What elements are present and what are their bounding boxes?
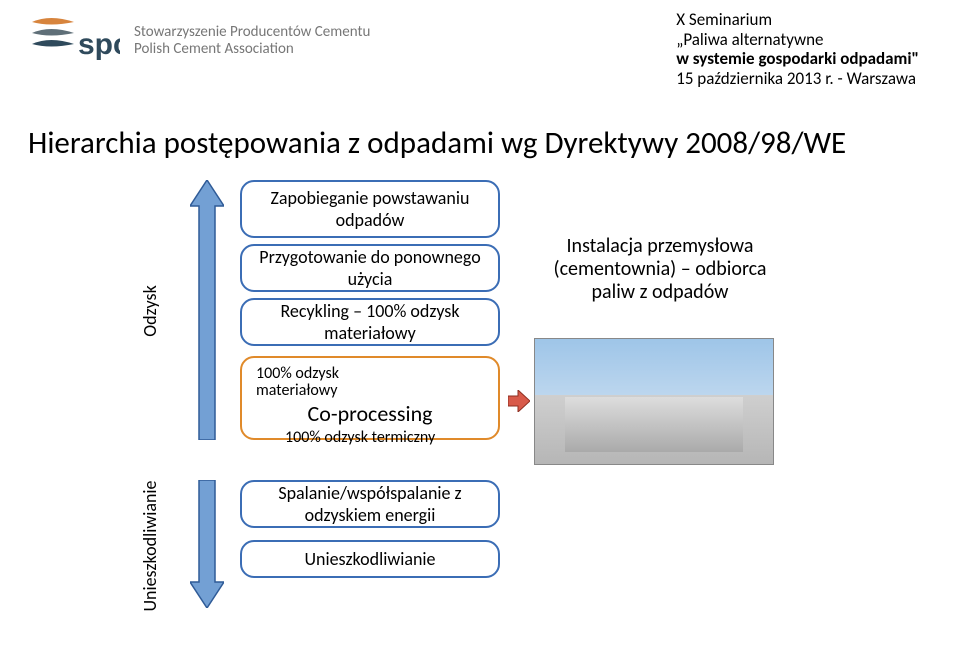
arrow-column <box>190 180 224 610</box>
box-coprocessing-main: Co-processing <box>256 400 484 427</box>
box-unieszkodliwianie: Unieszkodliwianie <box>240 540 500 578</box>
hierarchy-diagram: Odzysk Unieszkodliwianie Zapobieganie po… <box>120 180 880 640</box>
box-text: Unieszkodliwianie <box>304 548 435 570</box>
installation-caption: Instalacja przemysłowa (cementownia) – o… <box>530 235 790 304</box>
arrow-up-icon <box>190 180 224 440</box>
spc-logo-icon: spc <box>30 12 120 70</box>
org-name: Stowarzyszenie Producentów Cementu Polis… <box>134 24 370 59</box>
connector-arrow-icon <box>508 390 530 412</box>
label-odzysk: Odzysk <box>139 251 161 371</box>
box-przygotowanie: Przygotowanie do ponownego użycia <box>240 244 500 292</box>
box-coprocessing-sub: 100% odzysk termiczny <box>285 428 435 447</box>
box-text: Przygotowanie do ponownego użycia <box>252 246 488 290</box>
logo-acronym: spc <box>78 28 120 61</box>
box-zapobieganie: Zapobieganie powstawaniu odpadów <box>240 180 500 238</box>
org-line1: Stowarzyszenie Producentów Cementu <box>134 24 370 41</box>
cement-plant-photo <box>534 338 774 465</box>
box-text: Spalanie/współspalanie z odzyskiem energ… <box>252 482 488 526</box>
header: spc Stowarzyszenie Producentów Cementu P… <box>30 12 370 70</box>
seminar-line0: X Seminarium <box>676 10 919 30</box>
seminar-line3: 15 października 2013 r. - Warszawa <box>676 69 919 89</box>
box-spalanie: Spalanie/współspalanie z odzyskiem energ… <box>240 480 500 528</box>
seminar-line1: „Paliwa alternatywne <box>676 30 919 50</box>
seminar-line2: w systemie gospodarki odpadami" <box>676 49 919 69</box>
label-unieszkodliwianie: Unieszkodliwianie <box>139 456 161 636</box>
box-coprocessing-top: 100% odzysk materiałowy <box>256 366 339 400</box>
box-recykling: Recykling – 100% odzysk materiałowy <box>240 298 500 346</box>
org-line2: Polish Cement Association <box>134 41 370 58</box>
seminar-info: X Seminarium „Paliwa alternatywne w syst… <box>676 10 919 88</box>
arrow-down-icon <box>190 480 224 608</box>
box-text: Recykling – 100% odzysk materiałowy <box>252 300 488 344</box>
page-title: Hierarchia postępowania z odpadami wg Dy… <box>28 124 846 162</box>
box-text: Zapobieganie powstawaniu odpadów <box>252 187 488 231</box>
